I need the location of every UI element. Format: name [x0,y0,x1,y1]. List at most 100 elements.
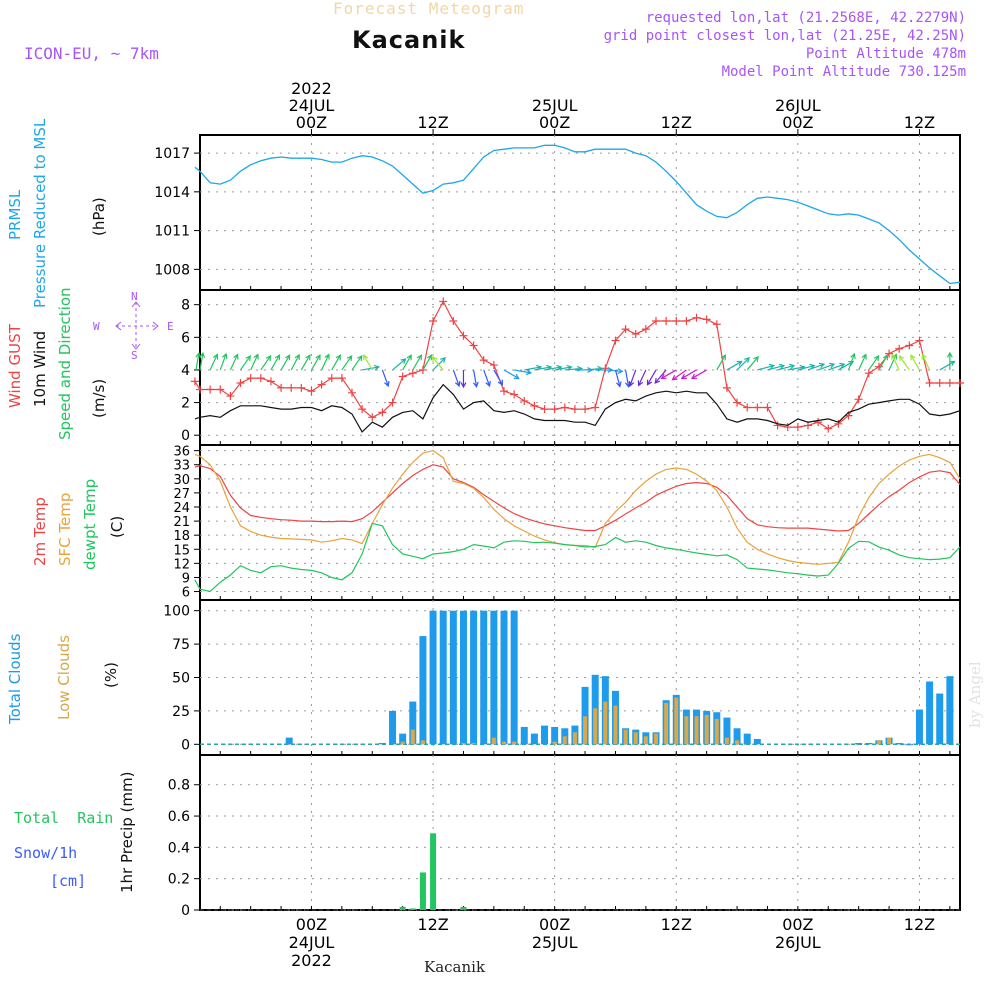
total-cloud-bar [723,717,731,745]
y-tick-label: 24 [173,501,190,516]
wind-direction-arrow [614,369,622,388]
wind-direction-arrow [199,351,206,371]
low-cloud-bar [613,705,618,745]
gust-marker [429,317,438,325]
y-tick-label: 30 [173,473,190,488]
compass-rose-icon [115,301,159,350]
wind-arrow-head [768,363,775,370]
wind-direction-arrow [472,369,479,388]
wind-arrow-head [654,377,661,384]
precipitation-frame [199,754,961,911]
gust-marker [459,331,468,340]
wind-direction-arrow [321,353,330,371]
gust-marker [702,315,711,324]
gust-marker [753,403,762,412]
wind-direction-arrow [817,362,836,371]
gust-marker [520,396,529,405]
y-tick-label: 0 [181,428,190,444]
wind-arrow-shaft [564,367,582,371]
rain-bar [419,872,426,910]
wind-arrow-shaft [672,369,687,381]
wind-arrow-head [809,363,816,370]
gust-marker [956,379,964,387]
y-tick-label: 6 [181,330,190,346]
gust-marker [814,418,823,427]
location-title: Kacanik [352,26,466,54]
rain-bar [409,908,416,910]
bottom-time-label: 00Z [782,915,813,934]
wind-direction-arrow [828,362,846,371]
rain-bar [460,906,467,910]
rain-bar [430,833,437,910]
total-cloud-bar [865,742,873,745]
wind-arrow-head [753,355,759,362]
total-cloud-bar [510,610,518,745]
top-time-label: 00Z [296,113,327,132]
wind-arrow-shaft [431,356,444,371]
wind-arrow-shaft [280,354,291,371]
wind-arrow-shaft [290,354,300,371]
wind-arrow-head [315,354,321,361]
gust-marker [712,320,721,329]
low-cloud-bar [471,742,476,745]
wind-arrow-head [873,354,880,362]
wind-arrow-head [949,360,956,367]
wind-arrow-shaft [787,366,805,371]
snow-unit: [cm] [50,872,87,890]
top-time-label: 2022 [291,79,332,98]
wind-arrow-head [848,360,855,367]
total-cloud-bar [915,709,923,745]
wind-direction-arrow [452,369,461,388]
series-10m-wind [194,383,961,433]
wind-arrow-shaft [691,369,707,379]
gust-marker [915,336,924,345]
wind-direction-arrow [514,369,533,376]
gust-marker [327,374,336,383]
wind-direction-arrow [363,354,373,371]
gust-marker [297,383,306,392]
wind-direction-arrow [858,353,867,371]
low-cloud-bar [664,702,669,745]
wind-direction-arrow [746,355,759,371]
bottom-time-label: 24JUL [289,933,335,952]
wind-direction-arrow [432,357,446,371]
y-tick-label: 12 [173,557,190,572]
wind-arrow-shaft [300,354,311,371]
low-cloud-bar [704,714,709,745]
wind-direction-arrow [777,363,796,371]
low-cloud-bar [603,701,608,745]
total-cloud-bar [753,738,761,745]
gust-marker [550,405,559,414]
wind-arrow-shaft [625,369,630,387]
gust-marker [317,380,326,389]
gust-marker [662,317,671,325]
gust-marker [206,385,215,394]
top-time-label: 24JUL [289,96,335,115]
gust-marker [824,424,833,433]
wind-arrow-shaft [910,354,920,371]
wind-arrow-head [199,351,206,359]
gust-marker [469,341,478,350]
wind-arrow-head [839,362,846,369]
total-cloud-bar [480,610,488,745]
total-cloud-bar [470,610,478,745]
wind-arrow-shaft [661,369,677,379]
y-tick-label: 75 [172,637,190,653]
wind-arrow-head [921,353,927,360]
total-cloud-bar [500,610,508,745]
bottom-time-label: 12Z [417,915,448,934]
wind-direction-arrow [767,363,786,371]
y-tick-label: 18 [173,529,190,544]
total-cloud-bar [429,610,437,745]
compass-s: S [131,349,138,362]
y-tick-label: 2 [181,396,190,412]
wind-arrow-shaft [392,358,406,371]
bottom-time-label: 26JUL [775,933,821,952]
wind-arrow-shaft [483,369,491,387]
total-cloud-bar [449,610,457,745]
wind-direction-arrow [726,360,743,371]
panel-pressure: 1008 1011 1014 1017 [154,134,961,291]
compass-n: N [131,290,138,303]
wind-direction-arrow [878,354,889,371]
